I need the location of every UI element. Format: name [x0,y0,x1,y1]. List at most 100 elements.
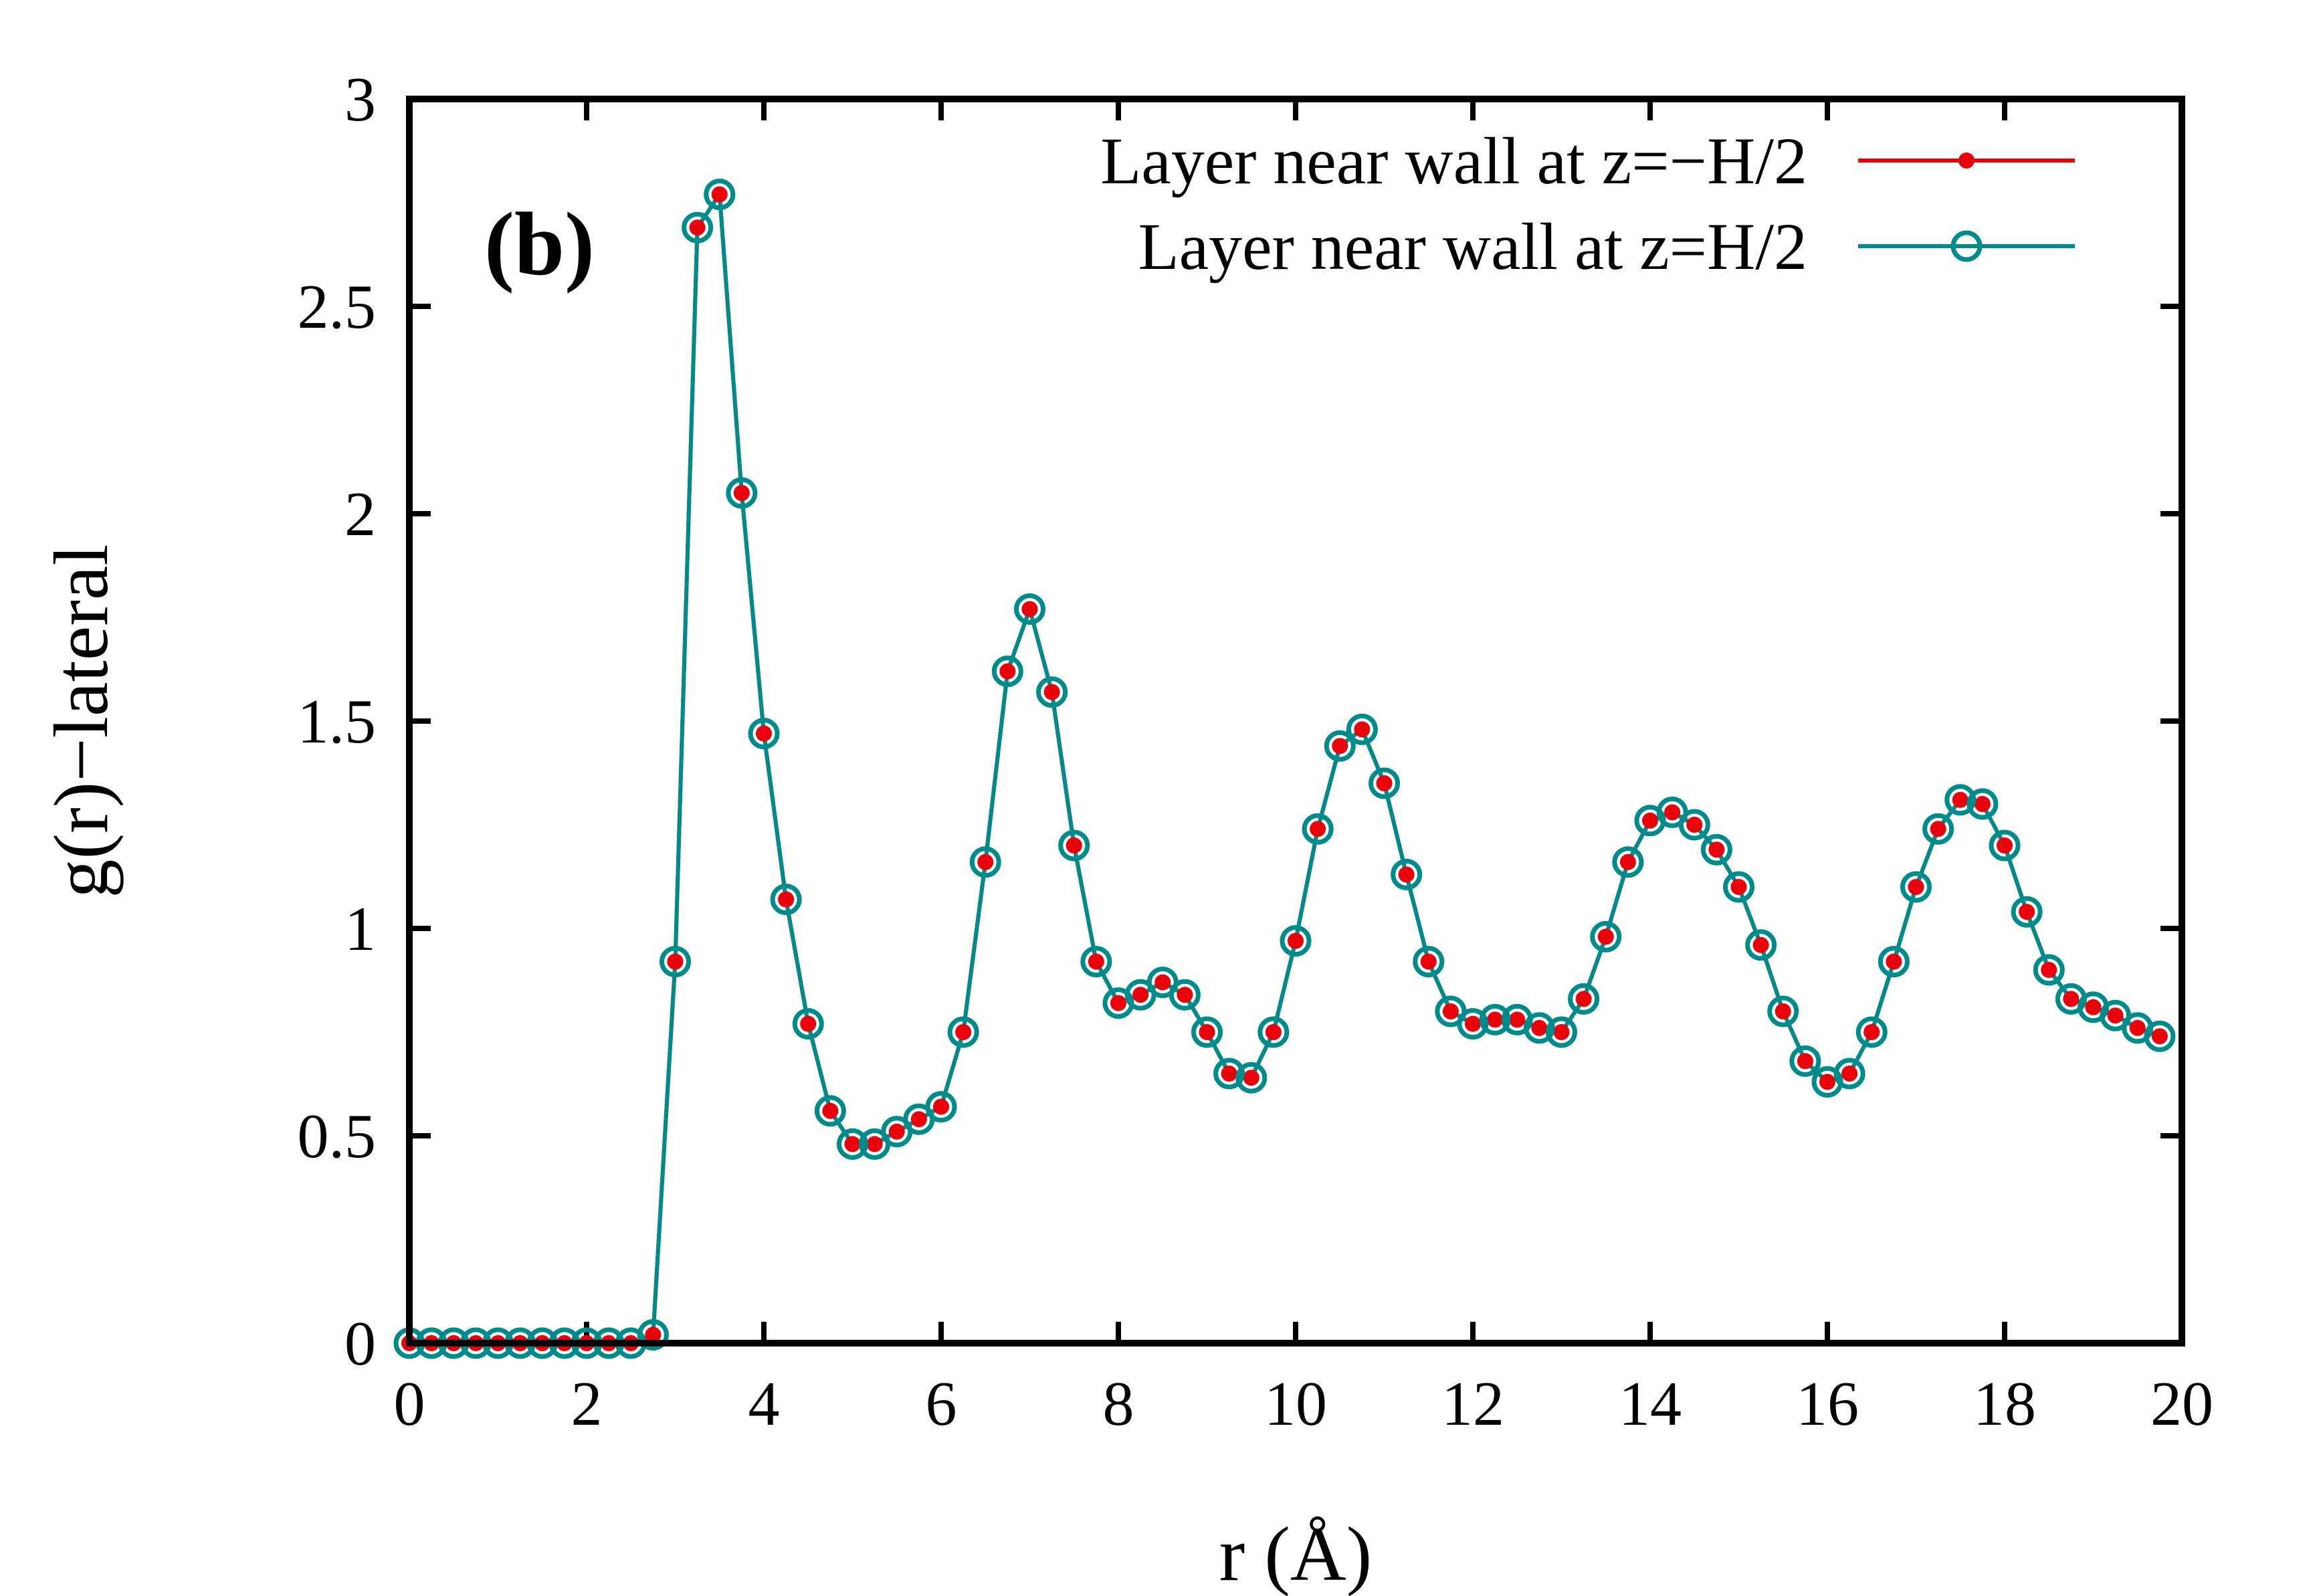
data-point-lower-wall [1819,1074,1835,1090]
data-point-upper-wall [1257,1016,1290,1048]
x-tick-label: 14 [1619,1369,1682,1439]
data-point-upper-wall [1612,846,1644,878]
data-point-upper-wall [1413,946,1445,978]
data-point-lower-wall [1664,804,1681,821]
data-point-upper-wall [1014,593,1045,625]
data-point-lower-wall [1597,928,1614,945]
x-tick-label: 16 [1796,1369,1859,1439]
data-point-upper-wall [748,718,780,750]
data-point-lower-wall [2041,962,2057,978]
legend-entry-upper-wall: Layer near wall at z=H/2 [1138,209,2075,284]
x-tick-label: 4 [748,1369,780,1439]
series-layer [393,179,2176,1359]
data-point-lower-wall [711,186,728,203]
data-point-upper-wall [1789,1045,1821,1077]
data-point-lower-wall [933,1098,949,1115]
data-point-lower-wall [1177,987,1193,1003]
data-point-upper-wall [1546,1016,1577,1048]
data-point-upper-wall [1900,871,1932,903]
data-point-upper-wall [792,1008,824,1040]
data-point-lower-wall [645,1326,662,1343]
data-point-lower-wall [2129,1019,2146,1036]
data-point-upper-wall [770,884,802,916]
y-tick-label: 2.5 [298,272,377,342]
data-point-lower-wall [1797,1053,1813,1070]
data-point-lower-wall [1509,1011,1526,1028]
data-point-lower-wall [866,1136,883,1153]
data-point-lower-wall [1619,854,1636,870]
data-point-lower-wall [1841,1066,1858,1082]
data-point-lower-wall [1863,1024,1880,1040]
data-point-lower-wall [1332,738,1348,755]
data-point-lower-wall [2151,1028,2168,1045]
y-tick-label: 0.5 [298,1102,377,1171]
x-tick-label: 20 [2150,1369,2213,1439]
data-point-lower-wall [1199,1024,1215,1040]
data-point-lower-wall [689,219,706,236]
data-point-lower-wall [822,1102,839,1119]
x-tick-label: 2 [571,1369,603,1439]
legend: Layer near wall at z=−H/2 Layer near wall… [1100,124,2075,284]
data-point-lower-wall [1930,821,1946,837]
data-point-upper-wall [814,1095,846,1127]
data-point-upper-wall [1568,983,1600,1015]
legend-marker [1950,230,1983,262]
data-point-lower-wall [1420,953,1437,970]
data-point-upper-wall [837,1128,868,1160]
data-point-upper-wall [682,211,714,243]
y-tick-label: 0 [344,1309,376,1379]
data-point-upper-wall [1967,788,1999,820]
data-point-lower-wall [733,485,750,501]
data-point-lower-wall [1154,974,1171,991]
data-point-lower-wall [1974,796,1991,812]
data-point-lower-wall [1310,821,1326,837]
data-point-upper-wall [925,1091,957,1123]
data-point-upper-wall [1036,676,1068,708]
x-tick-label: 12 [1441,1369,1504,1439]
data-point-lower-wall [1221,1066,1237,1082]
data-point-upper-wall [2011,896,2043,928]
x-tick-label: 10 [1264,1369,1327,1439]
data-point-lower-wall [1243,1070,1259,1086]
data-point-upper-wall [1878,946,1910,978]
data-point-upper-wall [1302,813,1334,845]
data-point-upper-wall [1080,946,1112,978]
data-point-upper-wall [1457,1008,1489,1040]
data-point-lower-wall [1398,866,1415,883]
data-point-lower-wall [2019,904,2035,920]
ticks-layer: 0 2 4 6 8 10 12 14 16 18 20 0 0.5 1 1.5 2 2.5 3 [298,65,2214,1439]
x-tick-label: 0 [394,1369,425,1439]
data-point-lower-wall [955,1024,972,1040]
legend-marker [1958,153,1975,169]
data-point-lower-wall [977,854,994,870]
data-point-lower-wall [1354,721,1371,738]
panel-label: (b) [484,195,595,294]
data-point-upper-wall [1369,767,1400,799]
data-point-lower-wall [667,953,684,970]
data-point-upper-wall [1391,858,1423,890]
data-point-lower-wall [800,1015,817,1032]
data-point-upper-wall [1590,920,1622,953]
data-point-lower-wall [1908,879,1924,895]
data-point-lower-wall [888,1123,905,1140]
data-point-upper-wall [1346,713,1378,745]
data-point-upper-wall [1191,1016,1223,1048]
data-point-lower-wall [1021,601,1038,617]
data-point-lower-wall [1553,1024,1570,1040]
data-point-upper-wall [1989,829,2021,862]
data-point-lower-wall [1752,936,1769,953]
data-point-upper-wall [1678,809,1710,841]
data-point-upper-wall [1213,1058,1245,1090]
data-point-lower-wall [1288,932,1304,949]
data-point-upper-wall [660,946,691,978]
data-point-upper-wall [1745,929,1777,961]
x-tick-label: 18 [1973,1369,2036,1439]
legend-label: Layer near wall at z=−H/2 [1100,124,1807,198]
y-tick-label: 1.5 [298,687,377,757]
data-point-lower-wall [1686,817,1703,833]
data-point-upper-wall [1700,833,1732,866]
data-point-lower-wall [1465,1015,1481,1032]
legend-label: Layer near wall at z=H/2 [1138,209,1807,284]
